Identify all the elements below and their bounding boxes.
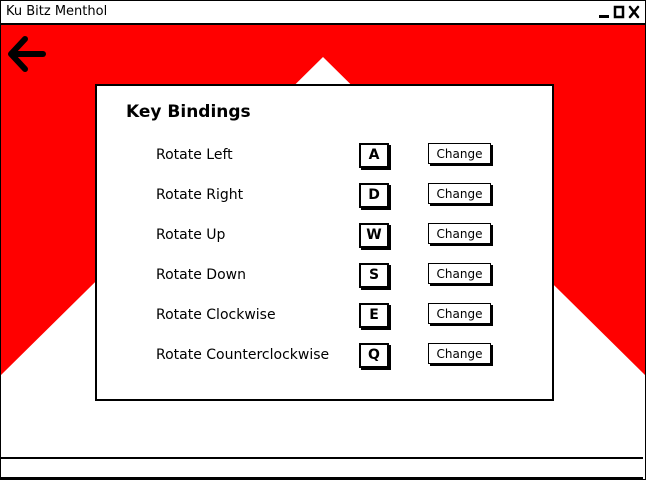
- binding-row-rotate-left: Rotate Left A Change: [97, 143, 552, 171]
- change-button-rotate-clockwise[interactable]: Change: [428, 303, 491, 324]
- key-box: E: [359, 303, 389, 328]
- binding-action-label: Rotate Up: [156, 227, 226, 243]
- binding-action-label: Rotate Counterclockwise: [156, 347, 330, 363]
- binding-action-label: Rotate Clockwise: [156, 307, 276, 323]
- back-button[interactable]: [7, 35, 47, 73]
- window-title: Ku Bitz Menthol: [6, 4, 108, 19]
- binding-row-rotate-right: Rotate Right D Change: [97, 183, 552, 211]
- arrow-left-icon: [8, 36, 46, 72]
- binding-action-label: Rotate Left: [156, 147, 233, 163]
- binding-row-rotate-counterclockwise: Rotate Counterclockwise Q Change: [97, 343, 552, 371]
- main-content: Key Bindings Rotate Left A Change Rotate…: [1, 25, 645, 457]
- change-button-rotate-left[interactable]: Change: [428, 143, 491, 164]
- status-bar: [1, 457, 643, 479]
- change-button-rotate-right[interactable]: Change: [428, 183, 491, 204]
- minimize-icon[interactable]: [597, 4, 611, 20]
- binding-action-label: Rotate Right: [156, 187, 244, 203]
- key-box: S: [359, 263, 389, 288]
- key-bindings-panel: Key Bindings Rotate Left A Change Rotate…: [95, 84, 554, 401]
- panel-title: Key Bindings: [126, 102, 251, 122]
- binding-row-rotate-clockwise: Rotate Clockwise E Change: [97, 303, 552, 331]
- title-bar: Ku Bitz Menthol: [1, 1, 645, 25]
- key-box: W: [359, 223, 389, 248]
- key-box: D: [359, 183, 389, 208]
- key-box: A: [359, 143, 389, 168]
- binding-row-rotate-up: Rotate Up W Change: [97, 223, 552, 251]
- binding-row-rotate-down: Rotate Down S Change: [97, 263, 552, 291]
- close-icon[interactable]: [627, 4, 641, 20]
- change-button-rotate-up[interactable]: Change: [428, 223, 491, 244]
- key-box: Q: [359, 343, 389, 368]
- window-controls: [596, 3, 641, 21]
- change-button-rotate-counterclockwise[interactable]: Change: [428, 343, 491, 364]
- change-button-rotate-down[interactable]: Change: [428, 263, 491, 284]
- binding-action-label: Rotate Down: [156, 267, 246, 283]
- maximize-icon[interactable]: [612, 4, 626, 20]
